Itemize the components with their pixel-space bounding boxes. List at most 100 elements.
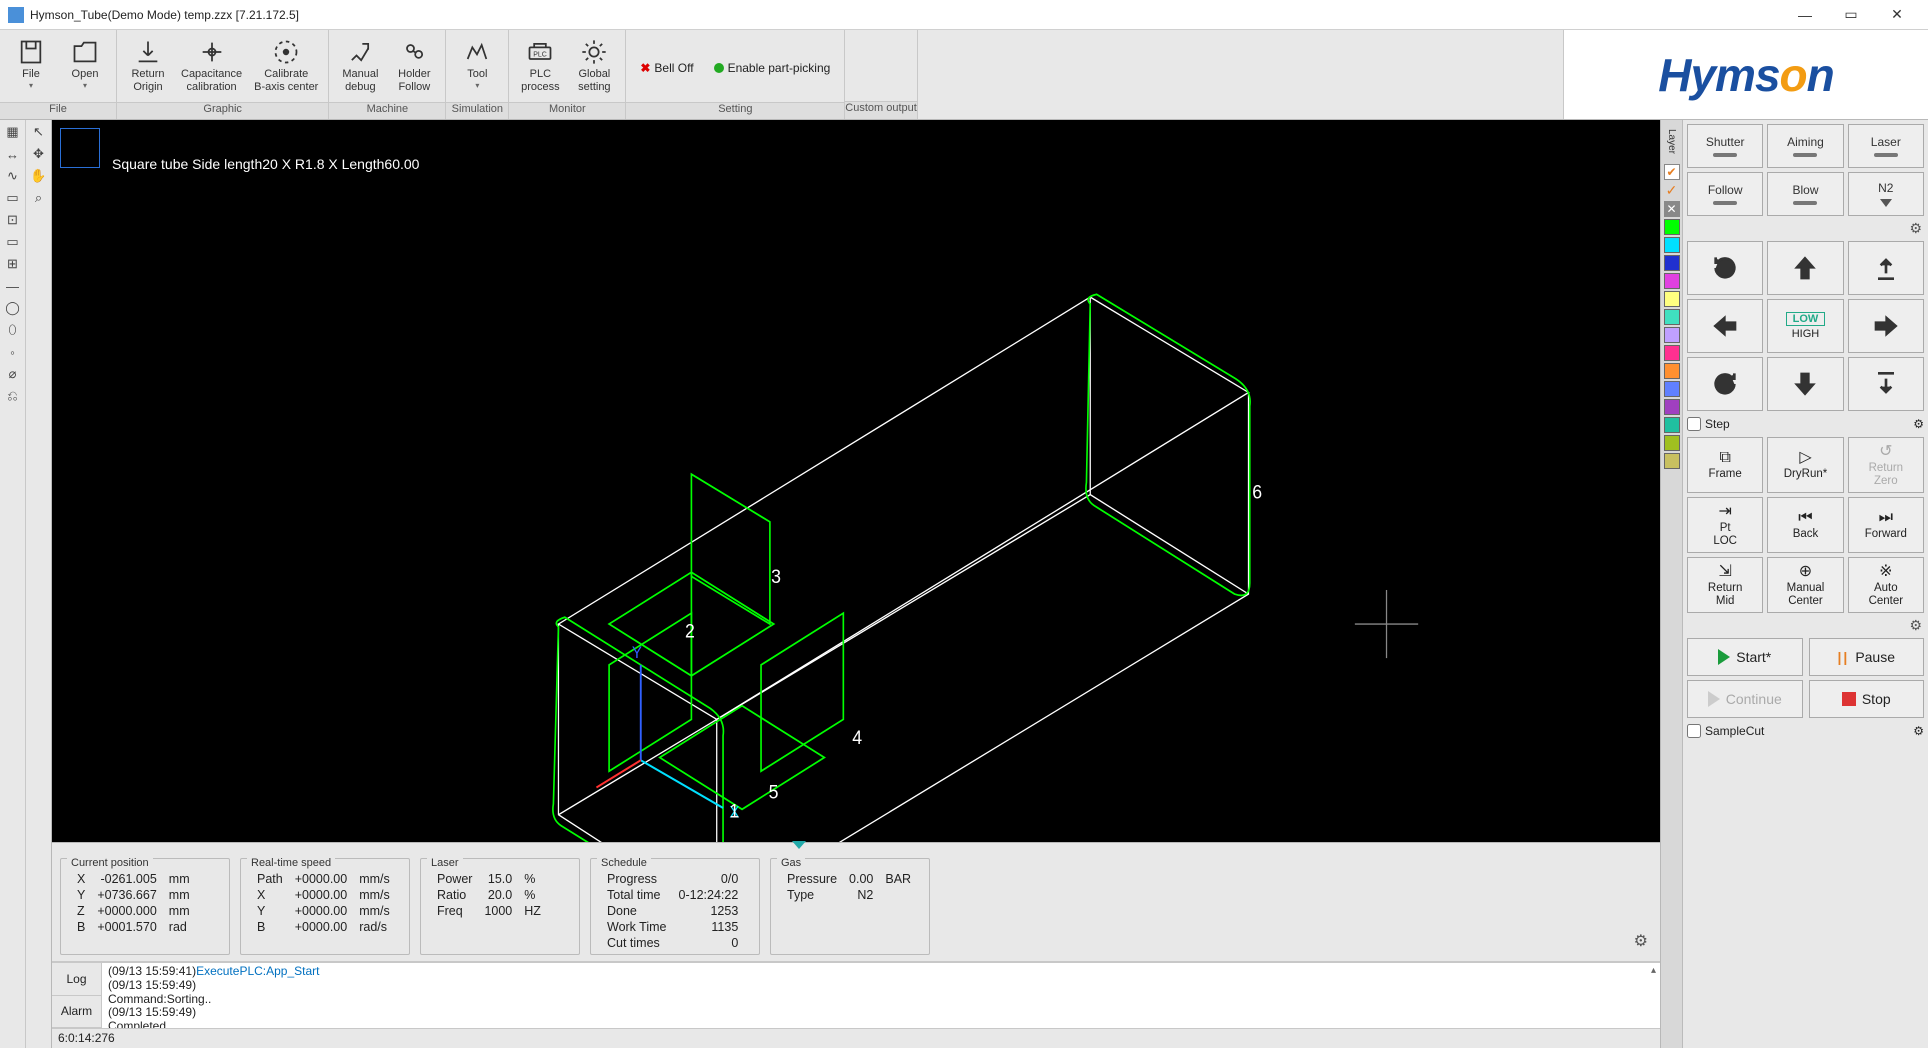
- aiming-button[interactable]: Aiming: [1767, 124, 1843, 168]
- layer-hide-icon[interactable]: ✕: [1664, 201, 1680, 217]
- ribbon-holder-follow[interactable]: HolderFollow: [387, 34, 441, 102]
- layer-swatch-6[interactable]: [1664, 327, 1680, 343]
- open-icon: [71, 38, 99, 66]
- layer-swatch-13[interactable]: [1664, 453, 1680, 469]
- timeline-slider[interactable]: [52, 842, 1660, 852]
- jog-left-button[interactable]: [1687, 299, 1763, 353]
- layer-swatch-7[interactable]: [1664, 345, 1680, 361]
- ribbon: File▾Open▾FileReturnOriginCapacitancecal…: [0, 30, 1928, 120]
- samplecut-checkbox[interactable]: [1687, 724, 1701, 738]
- layer-swatch-0[interactable]: [1664, 219, 1680, 235]
- ribbon-file[interactable]: File▾: [4, 34, 58, 102]
- pt-loc-button[interactable]: ⇥PtLOC: [1687, 497, 1763, 553]
- layer-swatch-4[interactable]: [1664, 291, 1680, 307]
- tool-a-5[interactable]: ▭: [2, 232, 24, 252]
- status-settings-icon[interactable]: ⚙: [1630, 927, 1652, 955]
- part-picking-toggle[interactable]: Enable part-picking: [704, 34, 841, 102]
- layer-label: Layer: [1666, 122, 1677, 162]
- z-down-button[interactable]: [1848, 357, 1924, 411]
- jog-up-button[interactable]: [1767, 241, 1843, 295]
- shutter-button[interactable]: Shutter: [1687, 124, 1763, 168]
- step-checkbox[interactable]: [1687, 417, 1701, 431]
- ribbon-open[interactable]: Open▾: [58, 34, 112, 102]
- tool-a-1[interactable]: ↔: [2, 144, 24, 164]
- manual-icon: [346, 38, 374, 66]
- tool-a-12[interactable]: ⎌: [2, 386, 24, 406]
- manual-center-button[interactable]: ⊕ManualCenter: [1767, 557, 1843, 613]
- tool-a-6[interactable]: ⊞: [2, 254, 24, 274]
- rotate-ccw-button[interactable]: [1687, 241, 1763, 295]
- ribbon-calibrate-b-axis-center[interactable]: CalibrateB-axis center: [248, 34, 324, 102]
- ribbon-global-setting[interactable]: Globalsetting: [567, 34, 621, 102]
- n2-button[interactable]: N2: [1848, 172, 1924, 216]
- layer-visible-toggle[interactable]: ✔: [1664, 164, 1680, 180]
- forward-button[interactable]: ⏭Forward: [1848, 497, 1924, 553]
- laser-button[interactable]: Laser: [1848, 124, 1924, 168]
- tool-b-6: [28, 254, 50, 274]
- rotate-cw-button[interactable]: [1687, 357, 1763, 411]
- layer-swatch-8[interactable]: [1664, 363, 1680, 379]
- samplecut-row: SampleCut⚙: [1687, 722, 1924, 740]
- bell-toggle[interactable]: ✖Bell Off: [630, 34, 703, 102]
- log-scroll-up[interactable]: ▴: [1651, 965, 1656, 976]
- layer-swatch-1[interactable]: [1664, 237, 1680, 253]
- continue-button: Continue: [1687, 680, 1803, 718]
- close-button[interactable]: ✕: [1874, 0, 1920, 30]
- tool-b-2[interactable]: ✋: [28, 166, 50, 186]
- tool-b-1[interactable]: ✥: [28, 144, 50, 164]
- layer-swatch-9[interactable]: [1664, 381, 1680, 397]
- jog-right-button[interactable]: [1848, 299, 1924, 353]
- ribbon-capacitance-calibration[interactable]: Capacitancecalibration: [175, 34, 248, 102]
- tool-a-3[interactable]: ▭: [2, 188, 24, 208]
- log-tab-log[interactable]: Log: [52, 963, 101, 996]
- log-tab-alarm[interactable]: Alarm: [52, 996, 101, 1029]
- follow-button[interactable]: Follow: [1687, 172, 1763, 216]
- tool-a-11[interactable]: ⌀: [2, 364, 24, 384]
- svg-text:3: 3: [771, 566, 781, 588]
- step-gear-icon[interactable]: ⚙: [1913, 417, 1924, 431]
- jog-down-button[interactable]: [1767, 357, 1843, 411]
- auto-center-button[interactable]: ※AutoCenter: [1848, 557, 1924, 613]
- log-body[interactable]: ▴ (09/13 15:59:41)ExecutePLC:App_Start(0…: [102, 963, 1660, 1028]
- layer-swatch-5[interactable]: [1664, 309, 1680, 325]
- frame-button[interactable]: ⧉Frame: [1687, 437, 1763, 493]
- tool-a-7[interactable]: —: [2, 276, 24, 296]
- tool-b-11: [28, 364, 50, 384]
- samplecut-gear-icon[interactable]: ⚙: [1913, 724, 1924, 738]
- left-toolbar-a: ▦↔∿▭⊡▭⊞—◯⬯◦⌀⎌: [0, 120, 26, 1048]
- tool-b-0[interactable]: ↖: [28, 122, 50, 142]
- canvas-viewport[interactable]: Square tube Side length20 X R1.8 X Lengt…: [52, 120, 1660, 842]
- layer-swatch-2[interactable]: [1664, 255, 1680, 271]
- start-button[interactable]: Start*: [1687, 638, 1803, 676]
- pause-button[interactable]: ||Pause: [1809, 638, 1925, 676]
- dryrun--button[interactable]: ▷DryRun*: [1767, 437, 1843, 493]
- actions-settings-icon[interactable]: ⚙: [1687, 617, 1924, 634]
- ribbon-plc-process[interactable]: PLCPLCprocess: [513, 34, 567, 102]
- tool-b-9: [28, 320, 50, 340]
- blow-button[interactable]: Blow: [1767, 172, 1843, 216]
- minimize-button[interactable]: —: [1782, 0, 1828, 30]
- tool-a-2[interactable]: ∿: [2, 166, 24, 186]
- ribbon-return-origin[interactable]: ReturnOrigin: [121, 34, 175, 102]
- tool-a-4[interactable]: ⊡: [2, 210, 24, 230]
- layer-swatch-11[interactable]: [1664, 417, 1680, 433]
- tool-a-0[interactable]: ▦: [2, 122, 24, 142]
- ribbon-manual-debug[interactable]: Manualdebug: [333, 34, 387, 102]
- maximize-button[interactable]: ▭: [1828, 0, 1874, 30]
- stop-button[interactable]: Stop: [1809, 680, 1925, 718]
- jog-settings-icon[interactable]: ⚙: [1687, 220, 1924, 237]
- speed-lowhigh-button[interactable]: LOWHIGH: [1767, 299, 1843, 353]
- return-mid-button[interactable]: ⇲ReturnMid: [1687, 557, 1763, 613]
- ribbon-group-label: Monitor: [509, 102, 625, 119]
- tool-a-10[interactable]: ◦: [2, 342, 24, 362]
- left-toolbar-b: ↖✥✋⌕: [26, 120, 52, 1048]
- back-button[interactable]: ⏮Back: [1767, 497, 1843, 553]
- layer-swatch-10[interactable]: [1664, 399, 1680, 415]
- ribbon-tool[interactable]: Tool▾: [450, 34, 504, 102]
- z-up-button[interactable]: [1848, 241, 1924, 295]
- tool-a-8[interactable]: ◯: [2, 298, 24, 318]
- tool-b-3[interactable]: ⌕: [28, 188, 50, 208]
- layer-swatch-3[interactable]: [1664, 273, 1680, 289]
- tool-a-9[interactable]: ⬯: [2, 320, 24, 340]
- layer-swatch-12[interactable]: [1664, 435, 1680, 451]
